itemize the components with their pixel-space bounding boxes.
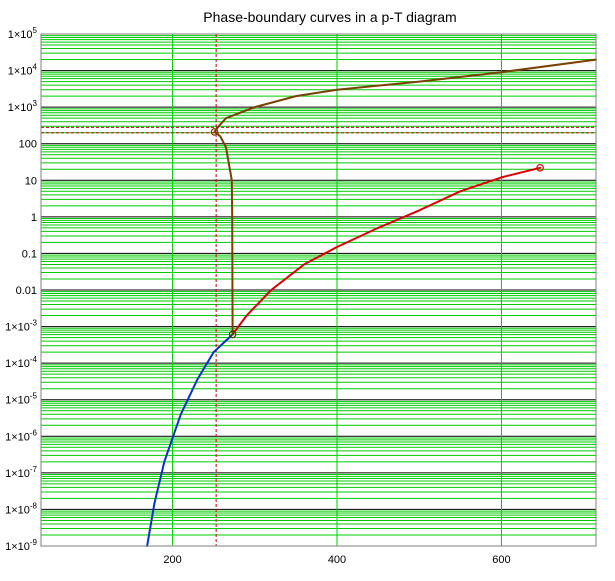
- point-marker: [210, 128, 219, 136]
- y-tick-label: 1×10-4: [5, 355, 37, 370]
- y-tick-label: 0.01: [16, 285, 37, 297]
- y-tick-label: 10: [25, 175, 37, 187]
- y-tick-label: 1×10-7: [5, 465, 37, 480]
- x-tick-label: 400: [328, 554, 346, 566]
- minor-grid-lines: [41, 35, 596, 536]
- x-tick-label: 600: [492, 554, 510, 566]
- y-tick-label: 1×10-9: [5, 538, 37, 553]
- y-tick-labels: 1×105 1×104 1×103 100 10 1 0.1 0.01 1×10-3 1×10-4…: [5, 26, 37, 553]
- x-tick-labels: 200 400 600: [163, 554, 510, 566]
- y-tick-label: 1×104: [8, 63, 38, 78]
- y-tick-label: 1×103: [8, 99, 38, 114]
- y-tick-label: 1×10-8: [5, 501, 37, 516]
- y-tick-label: 1×10-6: [5, 428, 37, 443]
- series-curves: [146, 58, 597, 547]
- series-line-melting: [213, 58, 597, 336]
- series-line-vaporization: [231, 166, 542, 336]
- plot-frame: [40, 33, 597, 547]
- point-markers: [210, 128, 544, 339]
- point-marker: [228, 330, 237, 339]
- point-marker: [536, 163, 544, 172]
- x-tick-label: 200: [163, 554, 181, 566]
- y-tick-label: 1×10-3: [5, 319, 37, 334]
- vertical-grid-lines: [172, 34, 502, 546]
- y-tick-label: 1×105: [8, 26, 38, 41]
- y-tick-label: 1×10-5: [5, 392, 37, 407]
- plot-border: [40, 33, 597, 547]
- y-tick-label: 0.1: [22, 248, 37, 260]
- reference-lines: [41, 34, 596, 546]
- y-tick-label: 100: [19, 139, 37, 151]
- series-line-sublimation: [146, 333, 234, 547]
- y-tick-label: 1: [31, 212, 37, 224]
- chart-title: Phase-boundary curves in a p-T diagram: [203, 9, 456, 25]
